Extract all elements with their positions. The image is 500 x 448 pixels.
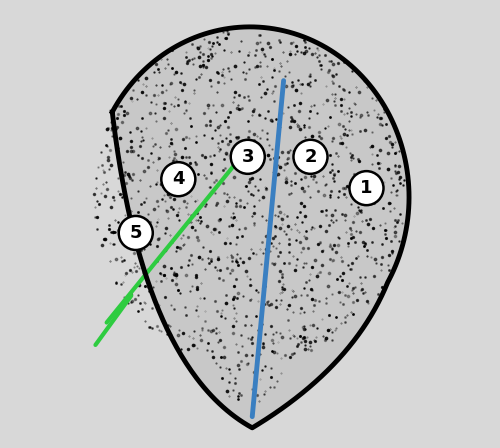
Circle shape [230, 140, 265, 174]
Text: 3: 3 [242, 148, 254, 166]
Polygon shape [112, 27, 409, 428]
Circle shape [350, 171, 384, 205]
Circle shape [118, 216, 153, 250]
Text: 2: 2 [304, 148, 316, 166]
Text: 5: 5 [130, 224, 142, 242]
Text: 4: 4 [172, 170, 184, 188]
Text: 1: 1 [360, 179, 372, 197]
Circle shape [294, 140, 328, 174]
Circle shape [162, 162, 196, 196]
